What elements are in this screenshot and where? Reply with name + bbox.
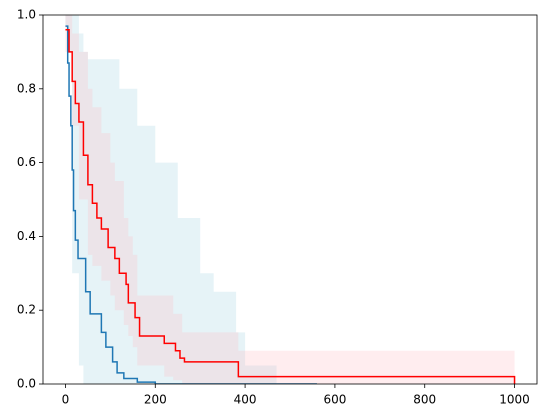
x-tick-label: 0	[62, 393, 70, 407]
y-tick-label: 0.8	[17, 81, 36, 95]
y-tick-label: 0.4	[17, 229, 36, 243]
x-tick-label: 800	[413, 393, 436, 407]
y-tick-label: 0.6	[17, 155, 36, 169]
survival-line	[65, 25, 317, 384]
confidence-band	[65, 15, 277, 384]
y-tick-label: 0.0	[17, 377, 36, 391]
x-tick-label: 600	[323, 393, 346, 407]
survival-line	[65, 29, 516, 384]
x-tick-label: 400	[234, 393, 257, 407]
y-tick-label: 1.0	[17, 8, 36, 22]
x-tick-label: 200	[144, 393, 167, 407]
plot-frame	[42, 14, 538, 385]
y-tick-label: 0.2	[17, 303, 36, 317]
x-tick-label: 1000	[499, 393, 530, 407]
